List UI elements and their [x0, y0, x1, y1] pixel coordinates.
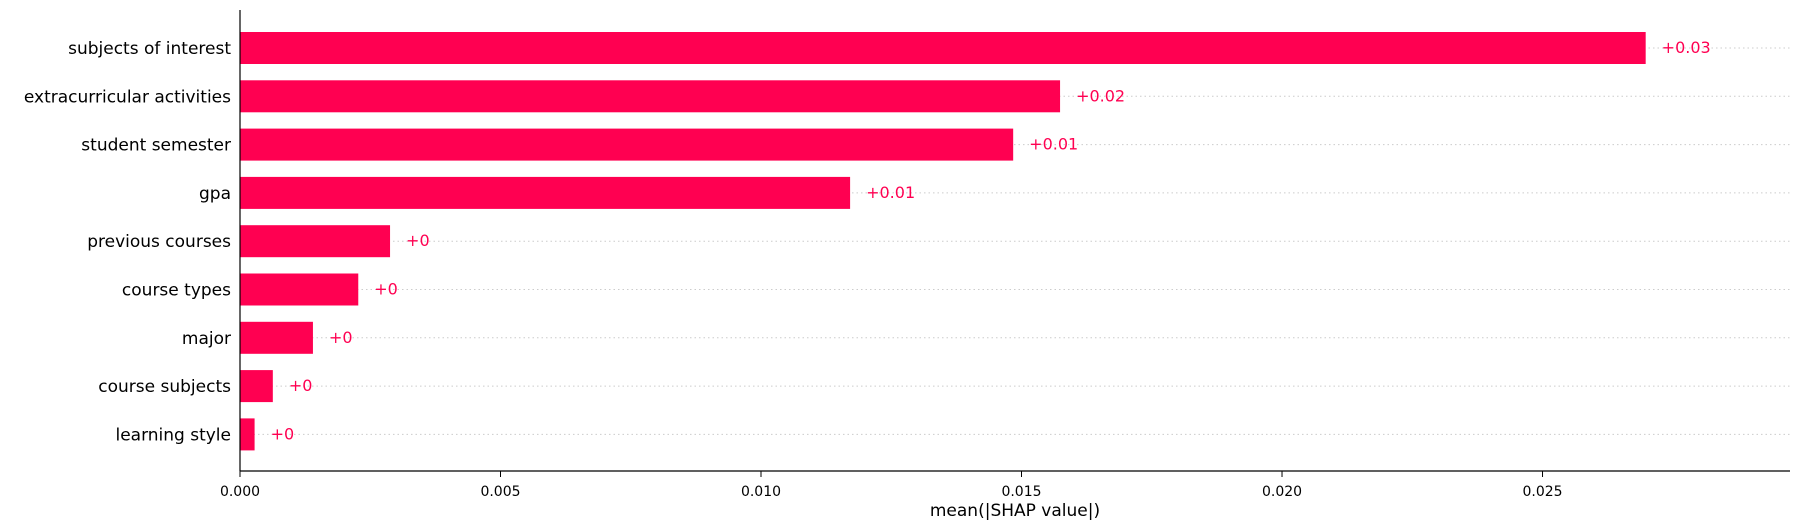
value-label: +0 — [271, 424, 295, 443]
x-tick-label: 0.025 — [1522, 484, 1562, 500]
x-tick-label: 0.005 — [480, 484, 520, 500]
value-label: +0.02 — [1076, 86, 1125, 105]
bar — [240, 418, 255, 451]
value-labels: +0.03 +0.02 +0.01 +0.01 +0 +0 +0 +0 +0 — [271, 38, 1711, 443]
bar — [240, 370, 273, 403]
x-axis-title: mean(|SHAP value|) — [930, 501, 1100, 521]
bar — [240, 32, 1646, 64]
bar — [240, 225, 391, 258]
category-label: previous courses — [87, 232, 231, 252]
category-label: student semester — [81, 136, 231, 156]
value-label: +0 — [406, 231, 430, 250]
value-label: +0.01 — [866, 183, 915, 202]
bar — [240, 128, 1014, 161]
category-labels: subjects of interest extracurricular acti… — [24, 39, 231, 445]
x-tick-label: 0.010 — [741, 484, 781, 500]
value-label: +0.03 — [1662, 38, 1711, 57]
value-label: +0 — [289, 376, 313, 395]
category-label: course types — [122, 281, 231, 301]
category-label: subjects of interest — [68, 39, 231, 59]
bar — [240, 273, 359, 306]
category-label: major — [182, 329, 231, 349]
value-label: +0 — [374, 280, 398, 299]
x-tick-label: 0.000 — [220, 484, 260, 500]
bars — [240, 32, 1646, 451]
x-tick-label: 0.015 — [1001, 484, 1041, 500]
category-label: gpa — [199, 184, 231, 204]
x-axis: 0.000 0.005 0.010 0.015 0.020 0.025 — [220, 10, 1790, 500]
category-label: learning style — [115, 425, 231, 445]
value-label: +0.01 — [1029, 135, 1078, 154]
category-label: extracurricular activities — [24, 87, 231, 107]
bar — [240, 80, 1061, 113]
category-label: course subjects — [98, 377, 231, 397]
bar — [240, 176, 851, 209]
x-tick-label: 0.020 — [1262, 484, 1302, 500]
bar — [240, 321, 313, 354]
value-label: +0 — [329, 328, 353, 347]
